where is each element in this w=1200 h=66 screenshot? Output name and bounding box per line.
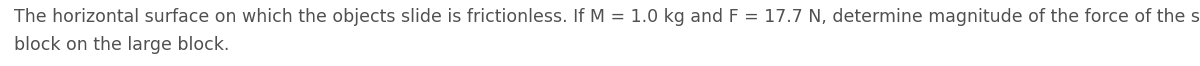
Text: block on the large block.: block on the large block. [14, 36, 229, 54]
Text: The horizontal surface on which the objects slide is frictionless. If M = 1.0 kg: The horizontal surface on which the obje… [14, 8, 1200, 26]
